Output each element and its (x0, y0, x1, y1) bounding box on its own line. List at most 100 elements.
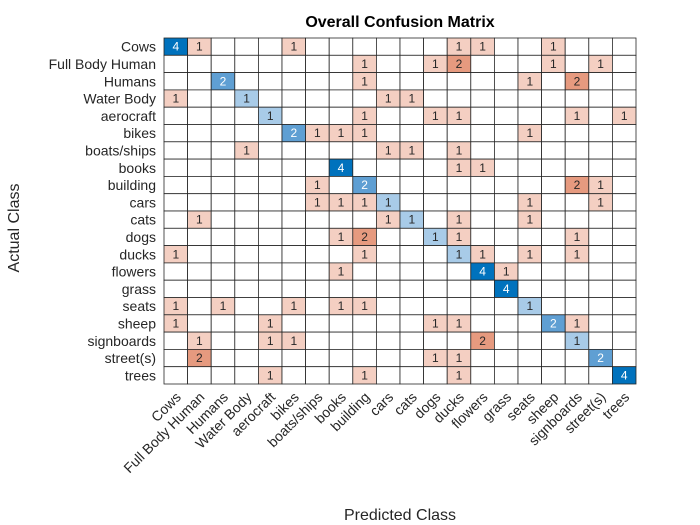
matrix-cell (517, 141, 543, 160)
matrix-cell (257, 72, 283, 91)
matrix-cell (399, 314, 425, 333)
matrix-cell (423, 331, 448, 350)
matrix-cell (564, 124, 590, 143)
matrix-cell (375, 227, 401, 247)
y-tick-label-grass: grass (122, 281, 156, 297)
y-tick-label-books: books (119, 160, 156, 176)
matrix-cell (210, 262, 236, 281)
matrix-cell (305, 366, 330, 385)
cell-value-label: 1 (385, 213, 392, 227)
matrix-cell (163, 141, 189, 160)
matrix-cell (399, 158, 425, 177)
cell-value-label: 1 (503, 265, 510, 279)
matrix-cell (517, 227, 543, 247)
matrix-cell (163, 54, 189, 73)
matrix-cell (257, 89, 283, 108)
matrix-cell (328, 141, 354, 160)
matrix-cell (588, 89, 613, 108)
matrix-cell (210, 210, 236, 229)
cell-value-label: 1 (361, 195, 368, 209)
y-tick-label-flowers: flowers (112, 264, 156, 280)
matrix-cell (305, 279, 330, 298)
matrix-cell (305, 141, 330, 160)
matrix-cell (470, 175, 495, 195)
cell-value-label: 1 (338, 230, 345, 244)
matrix-cell (423, 37, 448, 56)
matrix-cell (423, 279, 448, 298)
matrix-cell (257, 279, 283, 298)
matrix-cell (564, 366, 590, 385)
matrix-cell (210, 89, 236, 108)
matrix-cell (305, 245, 330, 264)
matrix-cell (281, 245, 307, 264)
matrix-cell (210, 141, 236, 160)
cell-value-label: 1 (408, 92, 415, 106)
matrix-cell (375, 37, 401, 56)
matrix-cell (375, 331, 401, 350)
matrix-cell (210, 366, 236, 385)
matrix-cell (234, 106, 259, 125)
matrix-cell (375, 175, 401, 195)
matrix-cell (423, 175, 448, 195)
matrix-cell (305, 314, 330, 333)
matrix-cell (305, 72, 330, 91)
matrix-cell (517, 348, 543, 368)
cell-value-label: 4 (503, 282, 510, 296)
matrix-cell (375, 279, 401, 298)
matrix-cell (210, 331, 236, 350)
matrix-cell (234, 54, 259, 73)
matrix-cell (328, 37, 354, 56)
matrix-cell (423, 193, 448, 212)
matrix-cell (470, 124, 495, 143)
matrix-cell (564, 158, 590, 177)
matrix-cell (399, 348, 425, 368)
matrix-cell (281, 106, 307, 125)
matrix-cell (399, 279, 425, 298)
matrix-cell (588, 37, 613, 56)
matrix-cell (399, 366, 425, 385)
matrix-cell (541, 106, 566, 125)
matrix-cell (281, 279, 307, 298)
cell-value-label: 1 (267, 334, 274, 348)
matrix-cell (305, 158, 330, 177)
matrix-cell (517, 262, 543, 281)
matrix-cell (163, 366, 189, 385)
cell-value-label: 4 (338, 161, 345, 175)
matrix-cell (210, 193, 236, 212)
matrix-cell (493, 331, 519, 350)
matrix-cell (281, 210, 307, 229)
matrix-cell (399, 175, 425, 195)
matrix-cell (375, 124, 401, 143)
cell-value-label: 2 (361, 178, 368, 192)
cell-value-label: 1 (338, 299, 345, 313)
matrix-cell (399, 72, 425, 91)
matrix-cell (375, 262, 401, 281)
matrix-cell (446, 262, 472, 281)
cell-value-label: 1 (479, 161, 486, 175)
cell-value-label: 1 (456, 247, 463, 261)
matrix-cell (612, 72, 637, 91)
matrix-cell (163, 279, 189, 298)
matrix-cell (210, 227, 236, 247)
matrix-cell (612, 331, 637, 350)
matrix-cell (541, 175, 566, 195)
matrix-cell (446, 331, 472, 350)
matrix-cell (187, 158, 212, 177)
matrix-cell (257, 227, 283, 247)
matrix-cell (281, 262, 307, 281)
matrix-cell (257, 54, 283, 73)
matrix-cell (446, 175, 472, 195)
matrix-cell (352, 279, 377, 298)
cell-value-label: 1 (172, 299, 179, 313)
matrix-cell (541, 279, 566, 298)
matrix-cell (187, 279, 212, 298)
cell-value-label: 1 (361, 57, 368, 71)
matrix-cell (517, 175, 543, 195)
matrix-cell (612, 279, 637, 298)
matrix-cell (328, 72, 354, 91)
matrix-cell (281, 54, 307, 73)
matrix-cell (588, 124, 613, 143)
matrix-cell (446, 89, 472, 108)
cell-value-label: 1 (526, 74, 533, 88)
matrix-cell (446, 124, 472, 143)
